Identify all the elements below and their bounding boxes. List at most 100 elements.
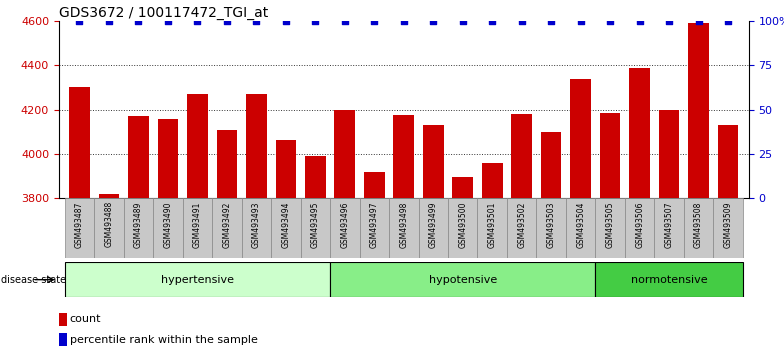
Bar <box>183 198 212 258</box>
Bar <box>275 139 296 198</box>
Bar <box>595 198 625 258</box>
Bar <box>452 177 473 198</box>
Text: GSM493494: GSM493494 <box>281 201 290 248</box>
Bar <box>65 262 330 297</box>
Point <box>515 18 528 24</box>
Text: GSM493508: GSM493508 <box>694 201 703 248</box>
Bar <box>187 94 208 198</box>
Text: hypertensive: hypertensive <box>161 275 234 285</box>
Bar <box>595 262 742 297</box>
Bar <box>630 68 650 198</box>
Point <box>456 18 469 24</box>
Bar <box>300 198 330 258</box>
Bar <box>507 198 536 258</box>
Text: GSM493498: GSM493498 <box>399 201 408 248</box>
Point <box>604 18 616 24</box>
Point <box>339 18 351 24</box>
Bar <box>271 198 300 258</box>
Text: GSM493506: GSM493506 <box>635 201 644 248</box>
Text: GSM493490: GSM493490 <box>163 201 172 248</box>
Bar <box>570 79 591 198</box>
Bar <box>718 125 739 198</box>
Text: GSM493496: GSM493496 <box>340 201 350 248</box>
Point <box>662 18 675 24</box>
Bar <box>394 115 414 198</box>
Text: GSM493503: GSM493503 <box>546 201 556 248</box>
Text: GSM493504: GSM493504 <box>576 201 585 248</box>
Bar <box>713 198 742 258</box>
Bar <box>241 198 271 258</box>
Text: GSM493499: GSM493499 <box>429 201 437 248</box>
Bar <box>684 198 713 258</box>
Point <box>545 18 557 24</box>
Bar <box>448 198 477 258</box>
Bar <box>69 86 89 198</box>
Bar <box>212 198 241 258</box>
Bar <box>600 113 620 198</box>
Bar <box>541 132 561 198</box>
Text: GSM493507: GSM493507 <box>665 201 673 248</box>
Bar <box>536 198 566 258</box>
Bar <box>94 198 124 258</box>
Bar <box>688 23 709 198</box>
Bar <box>128 116 149 198</box>
Text: disease state: disease state <box>1 275 66 285</box>
Bar <box>566 198 595 258</box>
Point <box>368 18 380 24</box>
Point <box>250 18 263 24</box>
Text: normotensive: normotensive <box>631 275 707 285</box>
Bar <box>330 198 360 258</box>
Point <box>397 18 410 24</box>
Text: GSM493489: GSM493489 <box>134 201 143 248</box>
Bar <box>659 110 680 198</box>
Text: GSM493505: GSM493505 <box>606 201 615 248</box>
Point <box>191 18 204 24</box>
Point <box>486 18 499 24</box>
Point <box>309 18 321 24</box>
Bar <box>389 198 419 258</box>
Text: GSM493497: GSM493497 <box>370 201 379 248</box>
Point <box>132 18 145 24</box>
Text: count: count <box>70 314 101 325</box>
Point <box>692 18 705 24</box>
Text: percentile rank within the sample: percentile rank within the sample <box>70 335 258 345</box>
Text: GSM493502: GSM493502 <box>517 201 526 248</box>
Bar <box>482 163 503 198</box>
Text: GSM493501: GSM493501 <box>488 201 497 248</box>
Bar <box>59 313 67 326</box>
Bar <box>330 262 595 297</box>
Bar <box>625 198 655 258</box>
Text: GSM493493: GSM493493 <box>252 201 261 248</box>
Bar <box>216 130 238 198</box>
Bar <box>246 94 267 198</box>
Text: GSM493492: GSM493492 <box>223 201 231 248</box>
Text: GSM493495: GSM493495 <box>310 201 320 248</box>
Text: GSM493509: GSM493509 <box>724 201 732 248</box>
Bar <box>364 172 385 198</box>
Bar <box>153 198 183 258</box>
Text: GSM493488: GSM493488 <box>104 201 114 247</box>
Text: hypotensive: hypotensive <box>429 275 497 285</box>
Point <box>220 18 233 24</box>
Text: GSM493487: GSM493487 <box>75 201 84 248</box>
Bar <box>124 198 153 258</box>
Bar <box>65 198 94 258</box>
Bar <box>423 125 444 198</box>
Bar <box>305 156 325 198</box>
Bar <box>335 110 355 198</box>
Text: GSM493491: GSM493491 <box>193 201 201 248</box>
Point <box>722 18 735 24</box>
Bar <box>360 198 389 258</box>
Text: GDS3672 / 100117472_TGI_at: GDS3672 / 100117472_TGI_at <box>59 6 268 20</box>
Bar <box>158 119 178 198</box>
Point <box>73 18 85 24</box>
Bar <box>511 114 532 198</box>
Bar <box>419 198 448 258</box>
Bar <box>655 198 684 258</box>
Bar <box>99 194 119 198</box>
Bar <box>59 333 67 346</box>
Point <box>162 18 174 24</box>
Point <box>633 18 646 24</box>
Point <box>575 18 587 24</box>
Point <box>103 18 115 24</box>
